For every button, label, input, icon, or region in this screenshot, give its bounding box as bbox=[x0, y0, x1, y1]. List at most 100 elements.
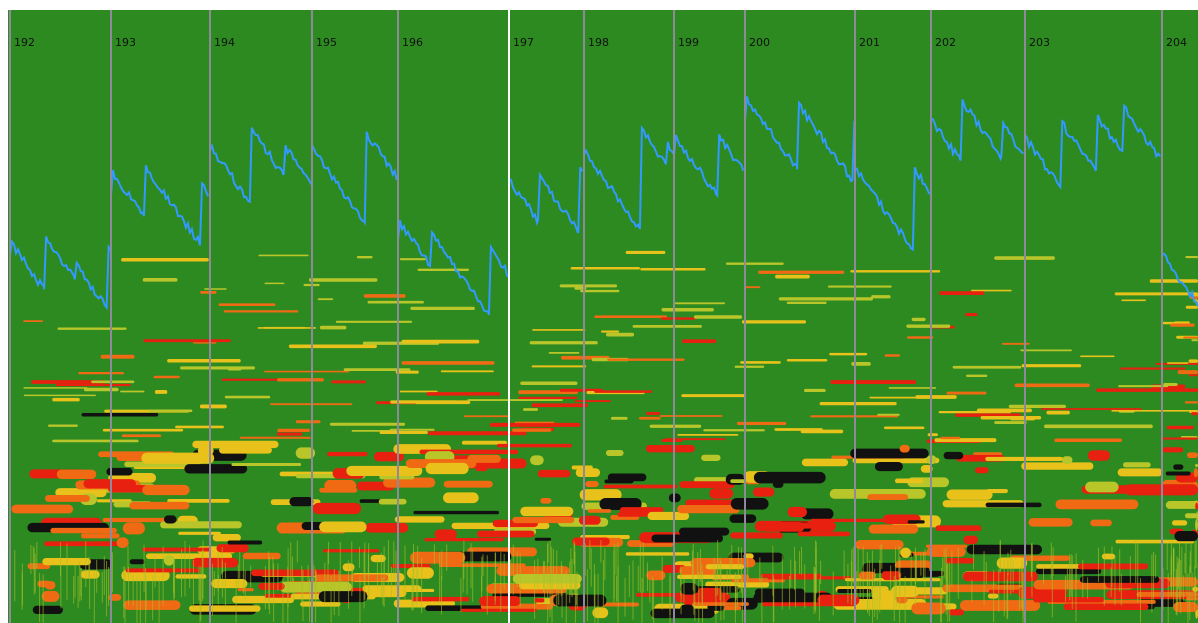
noise-streak bbox=[832, 571, 834, 616]
spectral-streak bbox=[734, 365, 765, 368]
noise-streak bbox=[128, 566, 130, 606]
noise-streak bbox=[124, 566, 126, 623]
spectral-streak bbox=[199, 404, 227, 409]
noise-streak bbox=[899, 574, 901, 623]
spectral-streak bbox=[227, 540, 263, 545]
noise-streak bbox=[212, 563, 214, 616]
noise-streak bbox=[88, 556, 90, 579]
spectral-streak bbox=[943, 451, 964, 460]
spectral-streak bbox=[736, 421, 787, 426]
noise-streak bbox=[868, 560, 870, 616]
spectral-streak bbox=[946, 489, 993, 500]
noise-streak bbox=[123, 566, 125, 618]
spectral-streak bbox=[619, 507, 664, 514]
bar-number: 198 bbox=[588, 36, 609, 49]
noise-streak bbox=[93, 572, 95, 623]
spectral-streak bbox=[767, 576, 852, 580]
noise-streak bbox=[1194, 565, 1196, 611]
spectral-streak bbox=[869, 396, 934, 399]
spectral-streak bbox=[258, 254, 309, 257]
noise-streak bbox=[363, 551, 365, 609]
noise-streak bbox=[646, 562, 648, 591]
noise-streak bbox=[747, 556, 749, 588]
noise-streak bbox=[920, 553, 922, 576]
spectral-streak bbox=[257, 327, 316, 329]
noise-streak bbox=[1071, 555, 1073, 609]
noise-streak bbox=[174, 558, 176, 599]
bar-number: 200 bbox=[749, 36, 770, 49]
spectral-streak bbox=[258, 583, 285, 590]
spectral-streak bbox=[395, 370, 419, 374]
noise-streak bbox=[946, 563, 948, 609]
spectral-streak bbox=[381, 588, 435, 592]
spectral-streak bbox=[1185, 255, 1198, 259]
spectral-streak bbox=[406, 567, 434, 579]
noise-streak bbox=[181, 549, 183, 581]
noise-streak bbox=[983, 551, 985, 606]
spectral-streak bbox=[277, 378, 324, 382]
noise-streak bbox=[998, 568, 1000, 612]
noise-streak bbox=[813, 566, 815, 615]
spectral-streak bbox=[160, 521, 242, 529]
spectral-streak bbox=[884, 354, 901, 357]
spectral-streak bbox=[31, 380, 105, 384]
spectral-streak bbox=[775, 274, 810, 279]
noise-streak bbox=[221, 547, 223, 575]
spectral-streak bbox=[679, 527, 730, 536]
noise-streak bbox=[367, 554, 369, 577]
spectral-streak bbox=[363, 294, 406, 298]
noise-streak bbox=[642, 542, 644, 593]
noise-streak bbox=[393, 541, 395, 581]
noise-streak bbox=[66, 543, 68, 600]
spectral-streak bbox=[410, 551, 466, 564]
spectral-streak bbox=[659, 415, 723, 417]
spectral-streak bbox=[537, 469, 571, 478]
spectral-streak bbox=[1020, 349, 1072, 352]
noise-streak bbox=[723, 579, 725, 620]
noise-streak bbox=[547, 569, 549, 623]
noise-streak bbox=[713, 557, 715, 585]
noise-streak bbox=[851, 549, 853, 600]
spectral-streak bbox=[356, 255, 373, 259]
spectral-streak bbox=[660, 317, 696, 320]
spectral-streak bbox=[830, 380, 917, 384]
noise-streak bbox=[1031, 544, 1033, 572]
noise-streak bbox=[698, 571, 700, 623]
noise-streak bbox=[735, 575, 737, 600]
noise-streak bbox=[594, 574, 596, 623]
spectral-streak bbox=[383, 477, 436, 488]
spectral-streak bbox=[142, 547, 212, 552]
spectral-streak bbox=[986, 489, 1008, 494]
spectral-streak bbox=[855, 539, 904, 550]
noise-streak bbox=[1070, 554, 1072, 597]
spectral-streak bbox=[317, 298, 334, 301]
spectral-streak bbox=[346, 465, 423, 476]
spectral-streak bbox=[1090, 519, 1112, 527]
spectral-streak bbox=[730, 532, 783, 539]
noise-streak bbox=[1006, 579, 1008, 620]
spectral-streak bbox=[651, 534, 724, 543]
spectral-streak bbox=[167, 498, 230, 503]
noise-streak bbox=[154, 556, 156, 588]
spectral-streak bbox=[966, 374, 988, 378]
noise-streak bbox=[617, 566, 619, 623]
noise-streak bbox=[32, 546, 34, 570]
noise-streak bbox=[957, 547, 959, 599]
spectral-streak bbox=[677, 433, 739, 436]
noise-streak bbox=[613, 543, 615, 599]
spectral-streak bbox=[632, 324, 702, 328]
spectral-streak bbox=[605, 449, 624, 457]
noise-streak bbox=[463, 540, 465, 579]
noise-streak bbox=[460, 578, 462, 612]
spectral-streak bbox=[237, 588, 254, 592]
spectral-streak bbox=[1087, 450, 1111, 461]
spectral-streak bbox=[962, 571, 1038, 582]
waveform bbox=[110, 165, 209, 246]
noise-streak bbox=[516, 551, 518, 588]
noise-streak bbox=[250, 565, 252, 588]
spectral-streak bbox=[934, 438, 997, 443]
spectral-streak bbox=[911, 602, 946, 615]
spectral-streak bbox=[122, 522, 145, 535]
spectral-streak bbox=[975, 467, 989, 474]
spectral-streak bbox=[41, 590, 60, 602]
